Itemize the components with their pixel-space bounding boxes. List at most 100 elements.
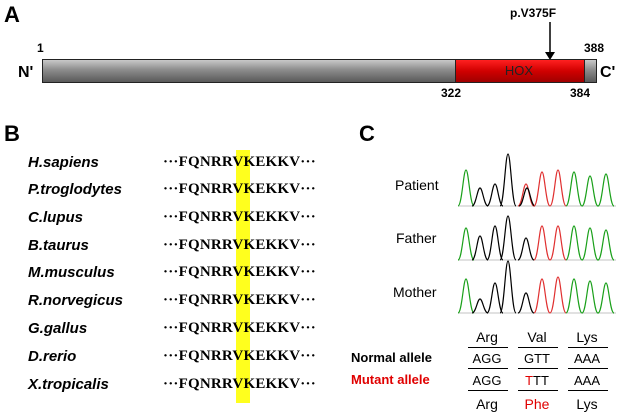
conserved-valine: V bbox=[232, 154, 244, 170]
normal-codon-2: GTT bbox=[524, 351, 550, 366]
trace-peak bbox=[499, 153, 517, 207]
trace-peak bbox=[499, 215, 517, 261]
codon-rest: TT bbox=[533, 373, 549, 388]
trace-peak bbox=[458, 169, 475, 207]
trace-peak bbox=[458, 278, 475, 314]
sequence: ···FQNRRVKEKKV··· bbox=[163, 209, 316, 226]
sequence-left: ···FQNRR bbox=[163, 154, 233, 170]
c-terminus-label: C' bbox=[600, 64, 616, 81]
domain-start-position: 322 bbox=[441, 86, 462, 100]
species-name: R.norvegicus bbox=[28, 292, 124, 309]
species-name: P.troglodytes bbox=[28, 181, 122, 198]
domain-end-position: 384 bbox=[570, 86, 591, 100]
hox-domain bbox=[455, 59, 585, 83]
codon-rest: AGG bbox=[472, 373, 502, 388]
conserved-valine: V bbox=[232, 209, 244, 225]
trace-peak bbox=[565, 278, 583, 314]
divider bbox=[468, 368, 508, 369]
chromatogram bbox=[458, 153, 616, 314]
species-name: M.musculus bbox=[28, 264, 115, 281]
trace-label-patient: Patient bbox=[395, 177, 439, 193]
sequence: ···FQNRRVKEKKV··· bbox=[163, 181, 316, 198]
trace-peak bbox=[486, 282, 504, 314]
mutant-codon-3: AAA bbox=[565, 373, 609, 388]
mutant-codon-2: TTT bbox=[515, 373, 559, 388]
bottom-aa-3: Lys bbox=[576, 396, 598, 412]
sequence-left: ···FQNRR bbox=[163, 348, 233, 364]
sequence-left: ···FQNRR bbox=[163, 320, 233, 336]
species-name: C.lupus bbox=[28, 209, 83, 226]
sequence-left: ···FQNRR bbox=[163, 376, 233, 392]
trace-peak bbox=[597, 229, 615, 261]
trace-peak bbox=[581, 227, 599, 261]
species-name: H.sapiens bbox=[28, 154, 99, 171]
panel-a-label: A bbox=[4, 2, 20, 27]
trace-peak bbox=[517, 237, 535, 261]
conserved-valine: V bbox=[232, 348, 244, 364]
top-aa-2: Val bbox=[527, 329, 547, 345]
normal-codon-1: AGG bbox=[472, 351, 502, 366]
top-aa-1: Arg bbox=[476, 329, 498, 345]
species-name: D.rerio bbox=[28, 348, 77, 365]
sequence-left: ···FQNRR bbox=[163, 292, 233, 308]
divider bbox=[518, 347, 558, 348]
trace-peak bbox=[499, 260, 517, 314]
sequence: ···FQNRRVKEKKV··· bbox=[163, 348, 316, 365]
trace-peak bbox=[471, 235, 489, 261]
sequence-left: ···FQNRR bbox=[163, 237, 233, 253]
n-terminus-label: N' bbox=[18, 64, 34, 81]
trace-peak bbox=[486, 183, 504, 207]
trace-peak bbox=[597, 173, 615, 207]
sequence-left: ···FQNRR bbox=[163, 264, 233, 280]
mutant-allele-label: Mutant allele bbox=[351, 372, 430, 387]
conserved-valine: V bbox=[232, 264, 244, 280]
trace-peak bbox=[549, 169, 567, 207]
conserved-valine: V bbox=[232, 376, 244, 392]
divider bbox=[518, 368, 558, 369]
sequence-right: KEKKV··· bbox=[243, 181, 316, 197]
sequence-right: KEKKV··· bbox=[243, 320, 316, 336]
sequence: ···FQNRRVKEKKV··· bbox=[163, 376, 316, 393]
sequence-right: KEKKV··· bbox=[243, 292, 316, 308]
bottom-aa-2: Phe bbox=[524, 396, 550, 412]
panel-b-label: B bbox=[4, 121, 20, 146]
trace-peak bbox=[517, 292, 535, 314]
conserved-valine: V bbox=[232, 237, 244, 253]
sequence-right: KEKKV··· bbox=[243, 264, 316, 280]
trace-peak bbox=[565, 225, 583, 261]
mutation-label: p.V375F bbox=[510, 6, 557, 20]
sequence: ···FQNRRVKEKKV··· bbox=[163, 154, 316, 171]
trace-peak bbox=[458, 227, 475, 261]
mutant-codon-1: AGG bbox=[465, 373, 509, 388]
position-start: 1 bbox=[37, 41, 44, 55]
mutation-arrow bbox=[545, 22, 555, 60]
trace-label-mother: Mother bbox=[393, 284, 437, 300]
divider bbox=[518, 390, 558, 391]
sequence-right: KEKKV··· bbox=[243, 376, 316, 392]
sequence-right: KEKKV··· bbox=[243, 154, 316, 170]
conserved-valine: V bbox=[232, 292, 244, 308]
trace-peak bbox=[517, 183, 535, 207]
divider bbox=[568, 347, 608, 348]
codon-rest: AAA bbox=[573, 373, 600, 388]
trace-peak bbox=[581, 280, 599, 314]
trace-peak bbox=[549, 225, 567, 261]
trace-peak bbox=[533, 278, 551, 314]
normal-codon-3: AAA bbox=[573, 351, 600, 366]
trace-peak bbox=[597, 282, 615, 314]
trace-peak bbox=[471, 298, 489, 314]
trace-peak bbox=[581, 175, 599, 207]
trace-label-father: Father bbox=[396, 230, 437, 246]
trace-peak bbox=[533, 225, 551, 261]
conserved-valine: V bbox=[232, 320, 244, 336]
sequence: ···FQNRRVKEKKV··· bbox=[163, 237, 316, 254]
sequence-left: ···FQNRR bbox=[163, 181, 233, 197]
mutant-base: T bbox=[525, 373, 534, 388]
species-name: G.gallus bbox=[28, 320, 88, 337]
divider bbox=[568, 368, 608, 369]
trace-peak bbox=[486, 225, 504, 261]
sequence-right: KEKKV··· bbox=[243, 237, 316, 253]
divider bbox=[468, 347, 508, 348]
species-name: B.taurus bbox=[28, 237, 89, 254]
conserved-residue-highlight bbox=[236, 150, 250, 403]
